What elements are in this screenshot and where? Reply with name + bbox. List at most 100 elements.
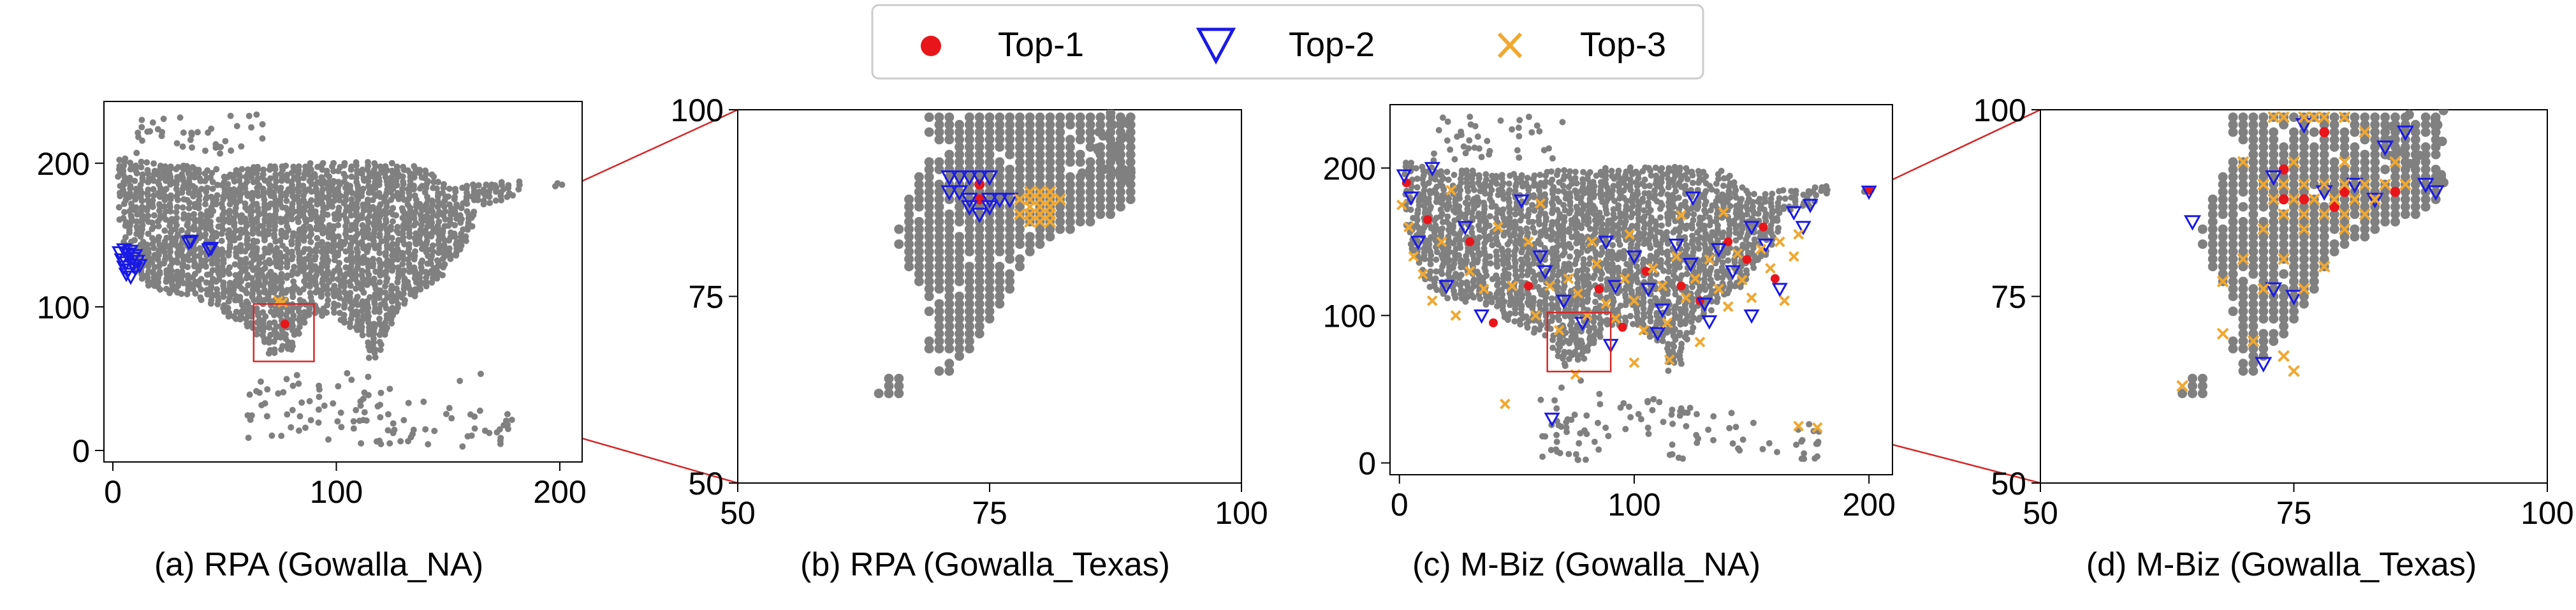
- background-point: [1106, 135, 1116, 145]
- background-point: [1542, 179, 1549, 186]
- top2-point: [940, 170, 958, 186]
- background-point: [924, 209, 934, 219]
- y-tick-label: 0: [72, 433, 90, 469]
- background-point: [1726, 424, 1733, 431]
- background-point: [984, 299, 995, 309]
- background-point: [376, 315, 383, 322]
- background-point: [249, 190, 256, 197]
- background-point: [1577, 249, 1584, 256]
- background-point: [1665, 368, 1672, 375]
- background-point: [323, 253, 330, 260]
- background-point: [944, 217, 955, 227]
- background-point: [335, 287, 342, 294]
- background-point: [1555, 230, 1562, 237]
- background-point: [884, 373, 894, 383]
- top3-point: [1544, 280, 1555, 292]
- background-point: [1464, 184, 1471, 191]
- background-point: [934, 135, 944, 145]
- background-point: [213, 166, 220, 173]
- background-point: [243, 298, 250, 305]
- background-point: [974, 284, 984, 294]
- background-point: [1014, 135, 1025, 145]
- background-point: [1095, 202, 1106, 212]
- background-point: [1549, 155, 1556, 162]
- background-point: [984, 127, 995, 137]
- background-point: [1553, 195, 1560, 202]
- background-point: [340, 178, 348, 185]
- background-point: [924, 187, 934, 197]
- background-point: [137, 186, 144, 193]
- background-point: [1690, 217, 1697, 224]
- background-point: [955, 336, 965, 346]
- background-point: [1505, 180, 1512, 187]
- x-tick-label: 0: [104, 474, 122, 510]
- background-point: [934, 239, 944, 249]
- top2-point: [1701, 315, 1718, 330]
- background-point: [1659, 338, 1666, 345]
- background-point: [1578, 233, 1585, 240]
- background-point: [184, 197, 191, 204]
- background-point: [384, 427, 392, 434]
- background-point: [1462, 150, 1469, 157]
- background-point: [388, 167, 395, 174]
- background-point: [1672, 291, 1679, 298]
- background-point: [155, 190, 162, 197]
- background-point: [914, 179, 924, 190]
- background-point: [1106, 179, 1116, 190]
- background-point: [1695, 198, 1702, 205]
- top2-point: [960, 200, 978, 216]
- background-point: [1595, 446, 1602, 453]
- background-point: [1402, 160, 1409, 167]
- background-point: [1005, 127, 1015, 137]
- background-point: [1551, 397, 1558, 404]
- background-point: [231, 261, 238, 268]
- background-point: [382, 163, 389, 170]
- background-point: [245, 282, 252, 289]
- background-point: [131, 237, 138, 244]
- background-point: [259, 272, 266, 279]
- top3-point: [1492, 221, 1504, 233]
- background-point: [1731, 179, 1738, 186]
- background-point: [1748, 215, 1755, 222]
- background-point: [1726, 226, 1733, 233]
- background-point: [1085, 187, 1095, 197]
- background-point: [226, 264, 233, 271]
- background-point: [173, 204, 180, 211]
- background-point: [995, 119, 1005, 130]
- background-point: [279, 343, 286, 350]
- y-tick-label: 75: [688, 279, 724, 315]
- background-point: [471, 208, 478, 215]
- background-point: [964, 246, 974, 257]
- background-point: [377, 389, 384, 396]
- top1-point: [1423, 215, 1432, 225]
- background-point: [226, 227, 233, 234]
- background-point: [1658, 222, 1665, 229]
- legend-top3-label: Top-3: [1580, 26, 1666, 64]
- background-point: [1732, 424, 1739, 431]
- legend-frame: [871, 4, 1704, 80]
- background-point: [253, 200, 260, 207]
- background-point: [1431, 150, 1438, 157]
- background-point: [995, 142, 1005, 152]
- background-point: [1547, 325, 1554, 332]
- background-point: [1718, 264, 1725, 271]
- background-point: [348, 196, 355, 203]
- background-point: [984, 269, 995, 279]
- background-point: [296, 413, 304, 420]
- background-point: [1474, 194, 1481, 201]
- background-point: [1555, 188, 1562, 195]
- background-point: [1085, 119, 1095, 130]
- background-point: [145, 186, 152, 193]
- background-point: [1045, 179, 1055, 190]
- background-point: [974, 157, 984, 167]
- background-point: [974, 112, 984, 123]
- background-point: [1420, 180, 1427, 187]
- background-point: [944, 314, 955, 324]
- background-point: [1640, 256, 1647, 263]
- background-point: [944, 292, 955, 301]
- background-point: [1541, 226, 1548, 233]
- background-point: [1560, 188, 1567, 195]
- background-point: [955, 292, 965, 301]
- background-point: [944, 359, 955, 369]
- background-point: [174, 268, 181, 275]
